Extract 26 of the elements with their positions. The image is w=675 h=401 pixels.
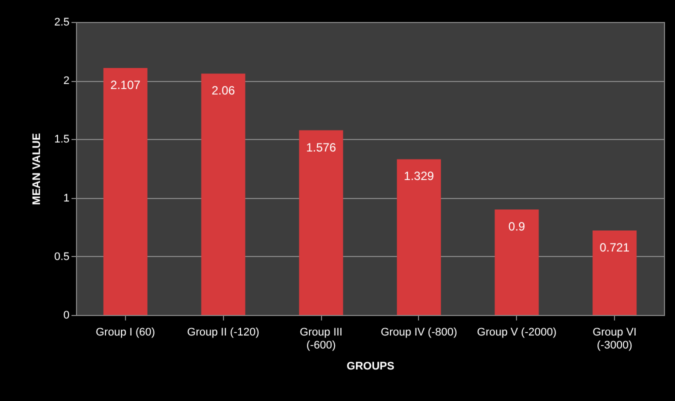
y-tick-label: 2.5	[54, 16, 70, 28]
data-label: 0.721	[600, 240, 630, 254]
x-tick-label: Group V (-2000)	[477, 326, 556, 338]
bar	[494, 210, 539, 315]
y-axis-title: MEAN VALUE	[31, 133, 44, 205]
y-tick-label: 1.5	[54, 134, 70, 146]
y-tick-label: 2	[63, 75, 70, 88]
y-tick-label: 1	[63, 192, 70, 204]
data-label: 2.107	[110, 78, 141, 92]
data-label: 1.329	[404, 169, 434, 184]
x-tick-label: Group III (-600)	[300, 326, 342, 352]
x-tick-label: Group IV (-800)	[380, 326, 458, 338]
x-tick-label: Group II (-120)	[187, 326, 260, 338]
bar	[299, 130, 344, 315]
y-tick-label: 0	[63, 310, 70, 322]
bar	[103, 68, 148, 315]
bar	[201, 74, 246, 315]
data-label: 0.9	[508, 220, 526, 234]
data-label: 2.06	[212, 84, 236, 98]
data-label: 1.576	[306, 140, 336, 154]
bar	[396, 159, 441, 315]
bar	[592, 230, 637, 315]
y-tick-label: 0.5	[54, 250, 70, 263]
x-tick-label: Group VI (-3000)	[592, 326, 637, 352]
x-axis-title: GROUPS	[346, 360, 394, 372]
x-tick-label: Group I (60)	[96, 326, 156, 338]
